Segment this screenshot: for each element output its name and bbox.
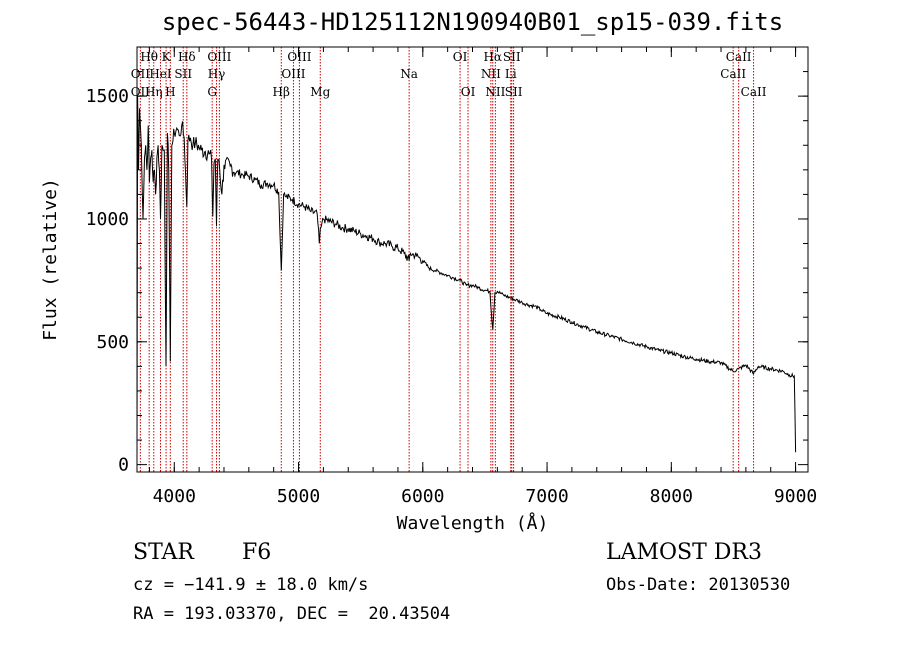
line-label: SII	[505, 85, 523, 99]
line-label: K	[162, 50, 172, 64]
object-class: STAR	[133, 540, 194, 565]
line-label: Hθ	[140, 50, 158, 64]
line-label: OII	[131, 85, 151, 99]
line-label: Hα	[483, 50, 502, 64]
emission-line-markers	[139, 47, 755, 472]
line-label: Li	[505, 67, 517, 81]
line-label: OI	[461, 85, 476, 99]
line-label: NII	[481, 67, 501, 81]
y-tick-label: 1500	[86, 86, 129, 107]
line-label: CaII	[741, 85, 767, 99]
line-label: CaII	[726, 50, 752, 64]
line-label: OIII	[281, 67, 305, 81]
chart-title: spec-56443-HD125112N190940B01_sp15-039.f…	[161, 8, 784, 36]
line-label: HeI	[149, 67, 172, 81]
y-tick-label: 0	[118, 455, 129, 476]
x-tick-label: 6000	[401, 486, 444, 507]
spectrum-line	[136, 96, 797, 453]
line-label: OII	[131, 67, 151, 81]
line-label: Na	[400, 67, 418, 81]
y-tick-label: 1000	[86, 209, 129, 230]
line-label: OIII	[287, 50, 311, 64]
axis-ticks: 4000 5000 6000 7000 8000 9000 0 500 1000 1500	[86, 47, 817, 507]
line-label: Hη	[145, 85, 163, 99]
x-tick-label: 7000	[525, 486, 568, 507]
line-label: Hβ	[273, 85, 290, 99]
line-label: Hγ	[208, 67, 226, 81]
line-label: Hδ	[178, 50, 196, 64]
line-label: SII	[503, 50, 521, 64]
x-tick-label: 4000	[153, 486, 196, 507]
emission-line-labels: OII OII Hθ Hη HeI K H SII Hδ G OIII Hγ Hβ OIII OIII Mg N…	[131, 50, 767, 99]
object-subclass: F6	[242, 540, 272, 565]
line-label: H	[165, 85, 175, 99]
redshift-cz: cz = −141.9 ± 18.0 km/s	[133, 575, 369, 595]
x-tick-label: 9000	[774, 486, 817, 507]
y-axis-label: Flux (relative)	[40, 178, 61, 341]
x-tick-label: 8000	[650, 486, 693, 507]
coordinates: RA = 193.03370, DEC = 20.43504	[133, 604, 451, 624]
obs-date: Obs-Date: 20130530	[606, 575, 791, 595]
y-tick-label: 500	[96, 332, 129, 353]
survey-name: LAMOST DR3	[606, 540, 762, 565]
line-label: Mg	[310, 85, 330, 99]
line-label: NII	[485, 85, 505, 99]
line-label: CaII	[720, 67, 746, 81]
line-label: OI	[453, 50, 468, 64]
plot-frame	[136, 46, 809, 473]
line-label: G	[207, 85, 217, 99]
line-label: OIII	[207, 50, 231, 64]
line-label: SII	[174, 67, 192, 81]
x-axis-label: Wavelength (Å)	[397, 512, 549, 534]
x-tick-label: 5000	[277, 486, 320, 507]
